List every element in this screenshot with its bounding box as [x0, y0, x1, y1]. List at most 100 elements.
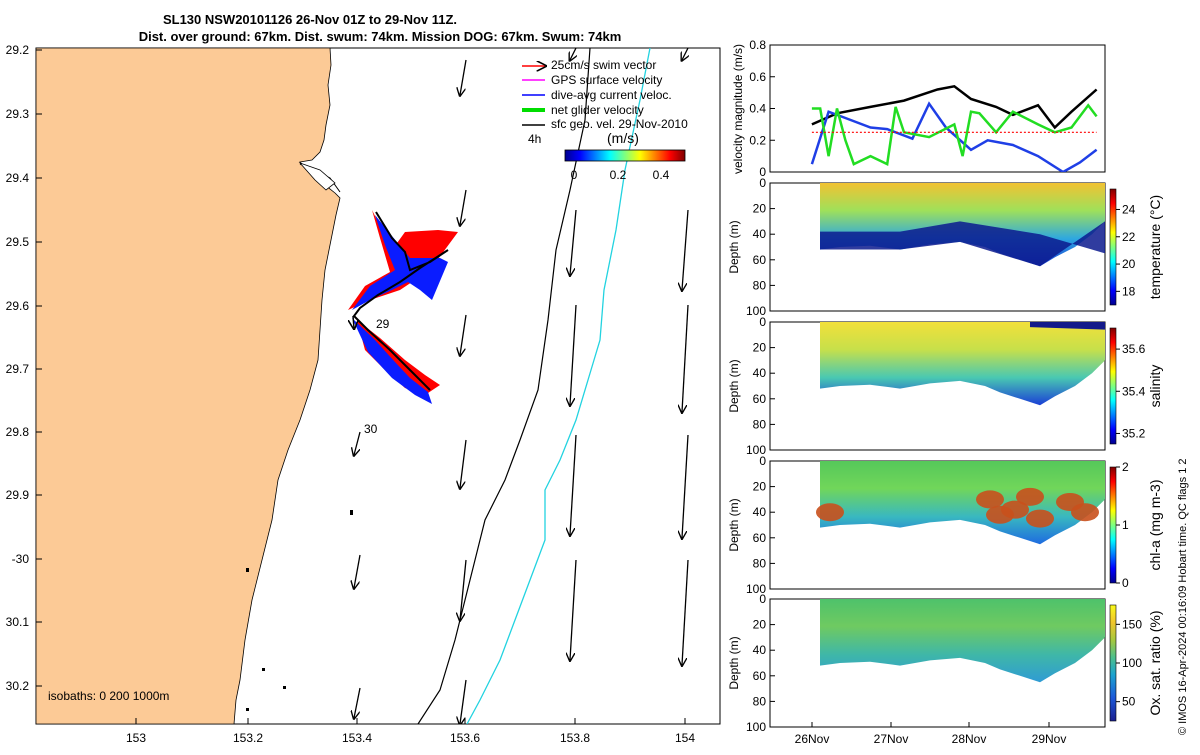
colorbar-tick-label: 35.4: [1122, 384, 1146, 398]
section-field: [820, 599, 1105, 683]
map-x-tick-label: 153.4: [342, 731, 372, 745]
geo-velocity-arrow: [570, 209, 577, 275]
section-y-tick-label: 40: [753, 366, 767, 380]
section-colorbar: [1109, 327, 1117, 445]
section-y-tick-label: 20: [753, 202, 767, 216]
velocity-series-sfc-geo-vel-: [811, 84, 1098, 130]
map-x-tick-label: 154: [675, 731, 695, 745]
colorbar-tick-label: 2: [1122, 460, 1129, 474]
date-tick-label: 26Nov: [795, 732, 830, 746]
geo-velocity-arrow: [682, 48, 688, 60]
section-y-tick-label: 40: [753, 643, 767, 657]
isobaths-label: isobaths: 0 200 1000m: [48, 689, 169, 703]
velocity-series-net-glider-velocity: [811, 103, 1098, 166]
speed-colorbar-bar: [564, 149, 686, 162]
colorbar-label: salinity: [1147, 365, 1163, 408]
section-y-tick-label: 40: [753, 505, 767, 519]
colorbar-tick-label: 100: [1122, 656, 1142, 670]
geo-velocity-arrow: [570, 559, 577, 660]
cold-layer: [820, 221, 1105, 267]
map-x-tick-label: 153.8: [560, 731, 590, 745]
section-y-tick-label: 0: [759, 176, 766, 190]
map-y-tick-label: 29.3: [6, 107, 30, 121]
glider-track: [352, 211, 449, 391]
velocity-y-tick-label: 0.8: [749, 38, 766, 52]
colorbar-tick-label: 18: [1122, 284, 1136, 298]
colorbar-label: temperature (°C): [1147, 195, 1163, 299]
map-panel: 29 30 isobaths: 0 200 1000m 25cm/s swim …: [6, 43, 721, 745]
section-colorbar: [1109, 604, 1117, 722]
section-field: [820, 322, 1105, 406]
map-y-tick-label: 29.4: [6, 171, 30, 185]
section-ylabel: Depth (m): [727, 636, 741, 689]
section-data-temperature: [820, 183, 1105, 267]
section-y-tick-label: 100: [746, 443, 766, 457]
fresh-surface-patch: [1030, 322, 1105, 330]
geo-velocity-arrow: [570, 304, 577, 405]
figure-title-line2: Dist. over ground: 67km. Dist. swum: 74k…: [139, 29, 622, 44]
map-x-tick-label: 153.2: [233, 731, 263, 745]
current-vectors: [352, 215, 448, 404]
geo-velocity-arrow: [682, 434, 689, 538]
colorbar-tick-0.4: 0.4: [653, 168, 670, 182]
map-y-tick-label: 29.5: [6, 235, 30, 249]
geo-velocity-arrow: [460, 189, 467, 225]
section-data-chl-a: [816, 461, 1105, 545]
imos-credit: © IMOS 16-Apr-2024 00:16:09 Hobart time.…: [1177, 458, 1189, 735]
map-x-tick-label: 153.6: [450, 731, 480, 745]
velocity-y-tick-label: 0.2: [749, 133, 766, 147]
geo-velocity-arrow: [460, 679, 467, 724]
section-y-tick-label: 60: [753, 253, 767, 267]
figure-title-line1: SL130 NSW20101126 26-Nov 01Z to 29-Nov 1…: [163, 12, 457, 27]
track-start-arrow: [353, 315, 354, 328]
island: [262, 668, 265, 671]
island: [246, 568, 249, 572]
map-x-tick-label: 153: [126, 731, 146, 745]
velocity-y-tick-label: 0: [759, 165, 766, 179]
section-y-tick-label: 80: [753, 556, 767, 570]
section-y-tick-label: 60: [753, 392, 767, 406]
current-vector-fill: [352, 215, 448, 310]
section-y-tick-label: 0: [759, 592, 766, 606]
section-colorbar: [1109, 466, 1117, 584]
legend-label-swim-vector: 25cm/s swim vector: [551, 58, 656, 72]
section-y-tick-label: 0: [759, 454, 766, 468]
section-panel-temperature: 0 20 40 60 80 100 Depth (m) 18 20 22 24 temperature…: [727, 176, 1163, 318]
section-y-tick-label: 40: [753, 227, 767, 241]
section-ylabel: Depth (m): [727, 220, 741, 273]
chl-maximum-patch: [976, 490, 1004, 509]
colorbar-tick-label: 20: [1122, 257, 1136, 271]
chl-maximum-patch: [1001, 500, 1029, 519]
legend-item-sfc-geo-velocity: sfc geo. vel. 29-Nov-2010: [522, 117, 688, 131]
island: [283, 686, 286, 689]
map-legend: 25cm/s swim vector GPS surface velocity …: [522, 58, 688, 131]
map-y-tick-label: -30: [12, 552, 30, 566]
segment-label: 4h: [528, 132, 541, 146]
map-y-tick-label: 29.9: [6, 488, 30, 502]
section-colorbar: [1109, 188, 1117, 306]
map-x-axis: 153 153.2 153.4 153.6 153.8 154: [126, 718, 695, 745]
date-axis: 26Nov 27Nov 28Nov 29Nov: [795, 722, 1066, 746]
section-y-tick-label: 20: [753, 341, 767, 355]
geo-velocity-arrow: [354, 431, 361, 455]
section-y-tick-label: 80: [753, 278, 767, 292]
geo-velocity-arrow: [682, 304, 689, 412]
island: [350, 510, 353, 515]
legend-label-net-glider-velocity: net glider velocity: [551, 103, 644, 117]
colorbar-tick-label: 35.2: [1122, 426, 1146, 440]
geo-velocity-arrow: [570, 48, 576, 60]
velocity-y-axis: 0 0.2 0.4 0.6 0.8: [749, 38, 775, 179]
legend-item-gps-velocity: GPS surface velocity: [522, 73, 662, 87]
legend-label-dive-avg-current: dive-avg current veloc.: [551, 88, 672, 102]
day-label-30: 30: [364, 422, 378, 436]
colorbar-tick-label: 22: [1122, 230, 1136, 244]
section-y-tick-label: 100: [746, 720, 766, 734]
velocity-ylabel: velocity magnitude (m/s): [731, 44, 745, 174]
geo-velocity-arrow: [354, 554, 361, 588]
map-y-tick-label: 29.8: [6, 425, 30, 439]
colorbar-unit: (m/s): [607, 130, 639, 146]
island: [246, 708, 249, 711]
